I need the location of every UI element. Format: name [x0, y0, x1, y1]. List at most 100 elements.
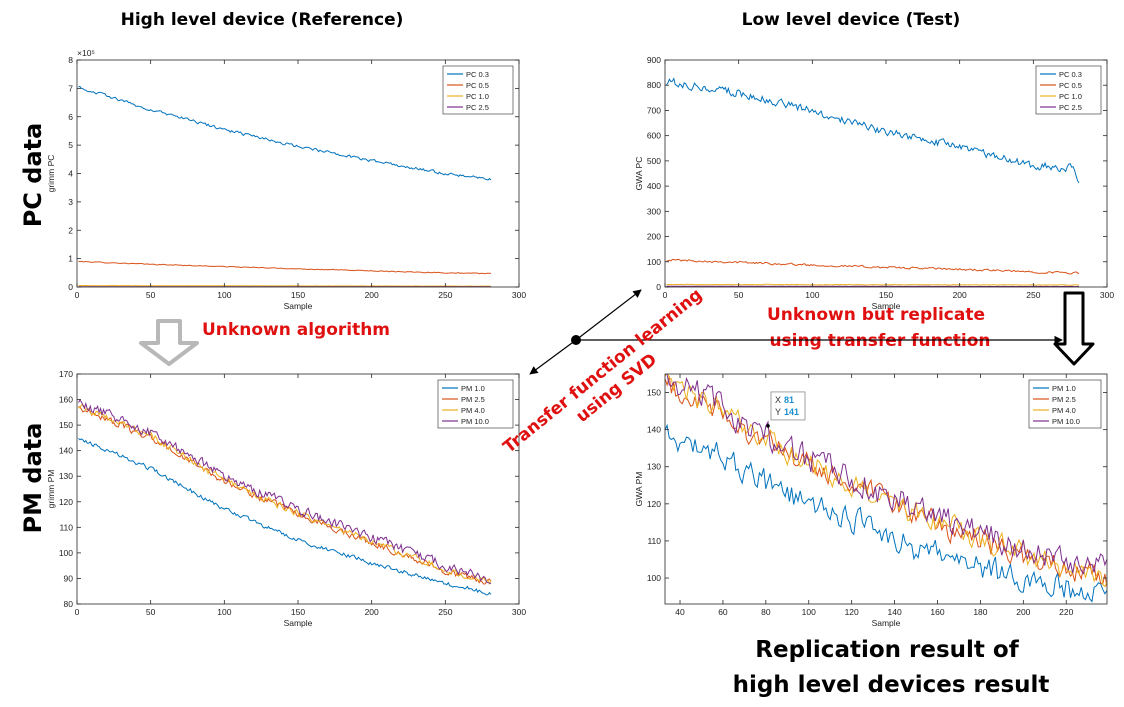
chart-test-pm: 40 60 80 100 120 140 160 180 200 220 100 110 120 130 1…	[634, 373, 1108, 628]
legend-label: PC 0.3	[466, 70, 489, 79]
y-tick-label: 110	[59, 522, 73, 532]
series-line-pc-1-0	[78, 284, 492, 287]
y-tick-label: 8	[68, 55, 73, 65]
y-tick-label: 0	[68, 282, 73, 292]
x-tick-label: 250	[438, 290, 452, 300]
y-tick-label: 0	[656, 282, 661, 292]
arrow-to-ref-pm	[529, 339, 577, 375]
series-line-pm-4-0	[78, 404, 492, 586]
legend-label: PM 4.0	[1052, 406, 1076, 415]
datatip-box	[770, 391, 806, 421]
legend-label: PC 1.0	[1059, 92, 1082, 101]
y-tick-label: 200	[647, 232, 661, 242]
y-tick-label: 100	[59, 548, 73, 558]
arrow-to-test-pc	[575, 289, 642, 341]
y-tick-label: 140	[59, 446, 73, 456]
series-line-pc-1-0	[666, 283, 1080, 286]
y-tick-label: 90	[64, 573, 74, 583]
x-tick-label: 300	[512, 290, 526, 300]
x-tick-label: 150	[291, 607, 305, 617]
x-axis-label: Sample	[872, 301, 901, 311]
series-line-pc-0-3	[666, 77, 1080, 184]
legend-label: PC 2.5	[466, 103, 489, 112]
y-tick-label: 170	[59, 369, 73, 379]
y-tick-label: 100	[647, 573, 661, 583]
x-tick-label: 60	[718, 607, 728, 617]
legend-label: PM 10.0	[461, 417, 489, 426]
black-down-arrow-icon	[1053, 291, 1095, 366]
legend-label: PM 4.0	[461, 406, 485, 415]
datatip-y-value: 141	[784, 407, 799, 417]
y-tick-label: 160	[59, 395, 73, 405]
y-tick-label: 500	[647, 156, 661, 166]
x-tick-label: 40	[675, 607, 685, 617]
datatip[interactable]: X 81Y 141	[766, 391, 806, 428]
y-tick-label: 1	[68, 254, 73, 264]
chart-reference-pm: 0 50 100 150 200 250 300 80 90 100 110 120 130 140 150…	[46, 369, 526, 628]
x-tick-label: 200	[1016, 607, 1030, 617]
legend-label: PC 0.5	[1059, 81, 1082, 90]
y-tick-label: 7	[68, 83, 73, 93]
legend: PM 1.0 PM 2.5 PM 4.0 PM 10.0	[1028, 379, 1102, 429]
x-tick-label: 50	[146, 290, 156, 300]
y-tick-label: 130	[59, 471, 73, 481]
x-tick-label: 200	[953, 290, 967, 300]
series-line-pm-10-0	[78, 399, 492, 584]
y-tick-label: 800	[647, 80, 661, 90]
series-line-pc-0-3	[78, 85, 492, 181]
x-tick-label: 100	[802, 607, 816, 617]
replicate-label-line2: using transfer function	[769, 331, 990, 351]
x-tick-label: 180	[973, 607, 987, 617]
arrow-origin-dot	[571, 335, 581, 345]
legend-label: PM 1.0	[461, 384, 485, 393]
datatip-marker	[766, 424, 770, 428]
row-label-pm: PM data	[19, 423, 47, 534]
y-tick-label: 3	[68, 197, 73, 207]
result-caption-line1: Replication result of	[755, 637, 1019, 663]
header-test: Low level device (Test)	[742, 10, 961, 30]
chart-test-pc: 0 50 100 150 200 250 300 0 100 200 300 400 500 600 700…	[634, 55, 1114, 311]
legend-label: PC 2.5	[1059, 103, 1082, 112]
x-tick-label: 220	[1059, 607, 1073, 617]
series-line-pm-4-0	[665, 374, 1107, 588]
x-tick-label: 150	[291, 290, 305, 300]
datatip-x-value: 81	[784, 395, 794, 405]
y-tick-label: 120	[59, 497, 73, 507]
y-exponent-label: ×10⁵	[77, 48, 95, 58]
legend-label: PC 1.0	[466, 92, 489, 101]
series-line-pm-1-0	[665, 423, 1107, 603]
x-tick-label: 150	[879, 290, 893, 300]
x-tick-label: 140	[887, 607, 901, 617]
legend: PC 0.3 PC 0.5 PC 1.0 PC 2.5	[1035, 65, 1102, 115]
x-axis-label: Sample	[284, 618, 313, 628]
y-tick-label: 400	[647, 181, 661, 191]
x-tick-label: 250	[438, 607, 452, 617]
x-tick-label: 0	[75, 607, 80, 617]
legend-label: PM 2.5	[461, 395, 485, 404]
series-line-pc-0-5	[666, 258, 1080, 275]
y-axis-label: grimm PC	[46, 155, 56, 193]
x-tick-label: 100	[805, 290, 819, 300]
x-tick-label: 0	[75, 290, 80, 300]
legend: PM 1.0 PM 2.5 PM 4.0 PM 10.0	[437, 379, 514, 429]
y-tick-label: 5	[68, 140, 73, 150]
datatip-y-label: Y	[775, 407, 781, 417]
x-axis-label: Sample	[872, 618, 901, 628]
replicate-label-line1: Unknown but replicate	[767, 305, 985, 325]
legend: PC 0.3 PC 0.5 PC 1.0 PC 2.5	[442, 65, 514, 115]
row-label-pc: PC data	[19, 123, 47, 228]
y-tick-label: 150	[59, 420, 73, 430]
y-axis-label: GWA PM	[634, 472, 644, 507]
legend-label: PC 0.5	[466, 81, 489, 90]
y-tick-label: 300	[647, 206, 661, 216]
x-tick-label: 300	[1100, 290, 1114, 300]
legend-label: PM 1.0	[1052, 384, 1076, 393]
x-tick-label: 100	[217, 290, 231, 300]
plot-area	[665, 60, 1107, 287]
y-axis-label: GWA PC	[634, 157, 644, 191]
y-tick-label: 130	[647, 462, 661, 472]
y-tick-label: 140	[647, 425, 661, 435]
y-tick-label: 100	[647, 257, 661, 267]
legend-label: PM 10.0	[1052, 417, 1080, 426]
